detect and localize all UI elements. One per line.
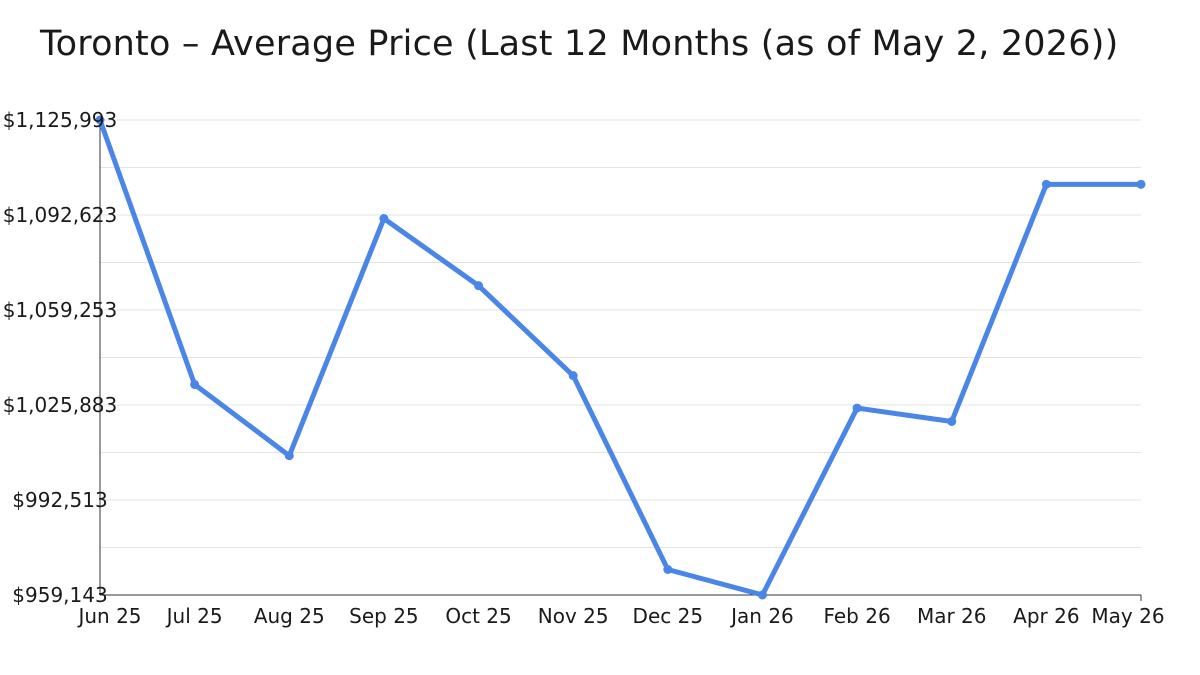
x-tick-label: Jul 25	[165, 604, 223, 628]
y-tick-label: $1,125,993	[3, 108, 118, 132]
x-tick-label: Apr 26	[1013, 604, 1079, 628]
x-tick-label: Oct 25	[445, 604, 511, 628]
y-tick-label: $992,513	[12, 488, 107, 512]
x-tick-label: May 26	[1091, 604, 1164, 628]
data-point	[1136, 179, 1146, 189]
axes	[99, 116, 1142, 601]
x-tick-label: Jun 25	[76, 604, 141, 628]
data-point	[1041, 179, 1051, 189]
series-line	[97, 117, 1144, 598]
x-tick-label: Dec 25	[633, 604, 704, 628]
data-point	[568, 371, 578, 381]
data-point	[663, 565, 673, 575]
x-tick-label: Aug 25	[254, 604, 325, 628]
gridlines	[100, 119, 1141, 548]
y-tick-label: $1,092,623	[3, 203, 118, 227]
tick-labels: $959,143 $992,513 $1,025,883 $1,059,253 $1,0…	[3, 108, 1165, 628]
y-tick-label: $1,059,253	[3, 298, 118, 322]
series	[95, 115, 1146, 600]
data-point	[474, 281, 484, 291]
x-tick-label: Nov 25	[538, 604, 609, 628]
x-tick-label: Mar 26	[917, 604, 987, 628]
y-tick-label: $1,025,883	[3, 393, 118, 417]
x-tick-label: Jan 26	[729, 604, 794, 628]
x-tick-label: Feb 26	[823, 604, 890, 628]
data-point	[190, 379, 200, 389]
data-point	[947, 416, 957, 426]
data-point	[379, 214, 389, 224]
data-point	[284, 451, 294, 461]
chart-title: Toronto – Average Price (Last 12 Months …	[40, 24, 1119, 64]
data-point	[95, 115, 105, 125]
data-point	[757, 590, 767, 600]
data-point	[852, 403, 862, 413]
y-tick-label: $959,143	[12, 583, 107, 607]
x-tick-label: Sep 25	[349, 604, 419, 628]
